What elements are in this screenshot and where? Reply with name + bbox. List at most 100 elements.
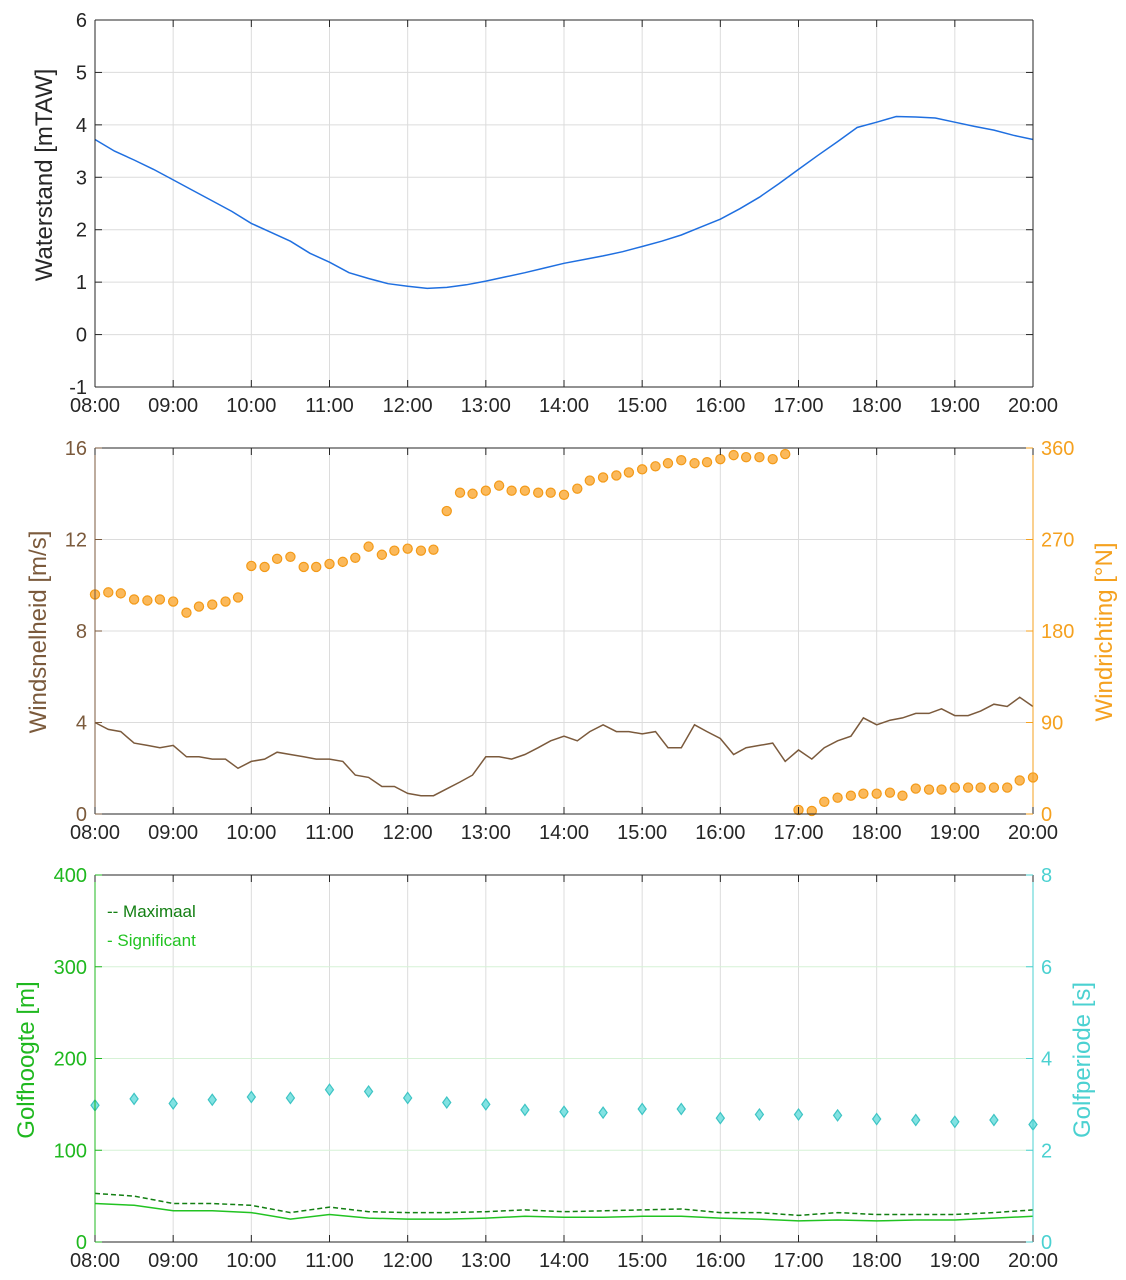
- direction-marker: [832, 792, 843, 803]
- x-tick-label: 18:00: [852, 822, 902, 844]
- direction-marker: [806, 805, 817, 817]
- y-tick-label: 400: [54, 865, 87, 887]
- x-tick-label: 10:00: [226, 822, 276, 844]
- direction-marker: [376, 549, 388, 560]
- x-tick-label: 15:00: [617, 822, 667, 844]
- period-marker: [989, 1113, 999, 1127]
- period-marker: [481, 1097, 491, 1111]
- period-marker: [168, 1096, 178, 1110]
- period-marker: [637, 1102, 647, 1116]
- direction-marker: [193, 601, 205, 612]
- direction-marker: [428, 544, 439, 555]
- period-marker: [402, 1091, 413, 1105]
- significant-line: [94, 1202, 1034, 1222]
- direction-marker: [1002, 782, 1013, 793]
- y-tick-label: 0: [76, 1232, 87, 1254]
- y-tick-label: 16: [65, 438, 87, 460]
- direction-marker: [519, 485, 531, 496]
- direction-marker: [271, 553, 283, 565]
- y-right-tick-label: 0: [1041, 1232, 1052, 1254]
- period-marker: [911, 1113, 921, 1127]
- period-marker: [442, 1096, 452, 1110]
- golf-panel: 08:00 09:00 10:00 11:00 12:00 13:00 14:00 15:00…: [54, 865, 1058, 1272]
- x-tick-label: 19:00: [930, 822, 980, 844]
- x-tick-label: 16:00: [695, 822, 745, 844]
- direction-marker: [754, 451, 765, 463]
- y-tick-label: 6: [76, 10, 87, 32]
- direction-marker: [220, 596, 231, 607]
- period-marker: [207, 1093, 217, 1107]
- x-tick-label: 12:00: [383, 1250, 433, 1272]
- direction-marker: [181, 607, 192, 618]
- x-tick-label: 18:00: [852, 395, 902, 417]
- direction-marker: [154, 594, 166, 605]
- x-tick-label: 11:00: [305, 822, 354, 844]
- maximaal-line: [94, 1192, 1034, 1217]
- y-tick-label: 3: [76, 167, 87, 189]
- direction-marker: [650, 461, 661, 472]
- period-marker: [520, 1103, 530, 1117]
- direction-marker: [897, 790, 908, 801]
- waterstand-panel: 08:00 09:00 10:00 11:00 12:00 13:00 14:00 15:00…: [69, 10, 1058, 417]
- wind-panel: 08:00 09:00 10:00 11:00 12:00 13:00 14:00 15:00…: [65, 438, 1075, 844]
- x-tick-label: 20:00: [1008, 395, 1058, 417]
- y-tick-label: 8: [76, 621, 87, 643]
- direction-marker: [350, 552, 361, 564]
- direction-marker: [884, 787, 896, 798]
- direction-marker: [676, 455, 687, 466]
- y-tick-label: 1: [76, 272, 87, 294]
- direction-marker: [988, 782, 1000, 793]
- y-right-tick-label: 90: [1041, 713, 1063, 735]
- direction-marker: [701, 457, 713, 468]
- direction-marker: [923, 784, 935, 795]
- direction-marker: [767, 453, 778, 465]
- direction-marker: [533, 487, 544, 498]
- direction-marker: [845, 790, 857, 801]
- x-tick-label: 09:00: [148, 822, 198, 844]
- direction-marker: [728, 449, 739, 461]
- y-tick-label: 2: [76, 220, 87, 242]
- x-tick-label: 11:00: [305, 1250, 354, 1272]
- x-tick-label: 14:00: [539, 1250, 589, 1272]
- direction-marker: [584, 475, 595, 486]
- x-tick-label: 17:00: [773, 395, 823, 417]
- y-tick-label: 5: [76, 62, 87, 84]
- direction-marker: [128, 594, 140, 605]
- period-marker: [246, 1090, 257, 1104]
- direction-marker: [936, 784, 947, 795]
- x-tick-label: 17:00: [773, 1250, 823, 1272]
- period-marker: [676, 1102, 686, 1116]
- y-right-tick-label: 6: [1041, 957, 1052, 979]
- direction-marker: [636, 464, 648, 475]
- y-right-tick-label: 360: [1041, 438, 1074, 460]
- direction-marker: [493, 480, 505, 491]
- direction-marker: [545, 487, 556, 498]
- period-marker: [715, 1111, 726, 1125]
- direction-marker: [402, 543, 413, 554]
- direction-marker: [506, 485, 517, 496]
- waterstand-line: [94, 115, 1034, 290]
- direction-marker: [962, 782, 974, 793]
- golfperiode-axis-label: Golfperiode [s]: [1069, 982, 1096, 1138]
- x-tick-label: 08:00: [70, 822, 120, 844]
- direction-marker: [103, 587, 114, 598]
- direction-marker: [115, 588, 126, 599]
- direction-marker: [558, 489, 570, 500]
- x-tick-label: 13:00: [461, 1250, 511, 1272]
- direction-marker: [780, 448, 791, 460]
- period-marker: [324, 1083, 335, 1097]
- direction-marker: [454, 487, 466, 498]
- windrichting-axis-label: Windrichting [°N]: [1091, 543, 1118, 722]
- y-tick-label: 200: [54, 1049, 87, 1071]
- direction-marker: [740, 451, 752, 463]
- direction-marker: [597, 472, 609, 483]
- x-tick-label: 19:00: [930, 395, 980, 417]
- y-right-tick-label: 4: [1041, 1049, 1052, 1071]
- direction-marker: [324, 558, 335, 570]
- y-tick-label: 100: [54, 1140, 87, 1162]
- x-tick-label: 19:00: [930, 1250, 980, 1272]
- x-tick-label: 14:00: [539, 395, 589, 417]
- direction-marker: [611, 470, 622, 481]
- direction-marker: [415, 545, 427, 556]
- y-right-tick-label: 2: [1041, 1140, 1052, 1162]
